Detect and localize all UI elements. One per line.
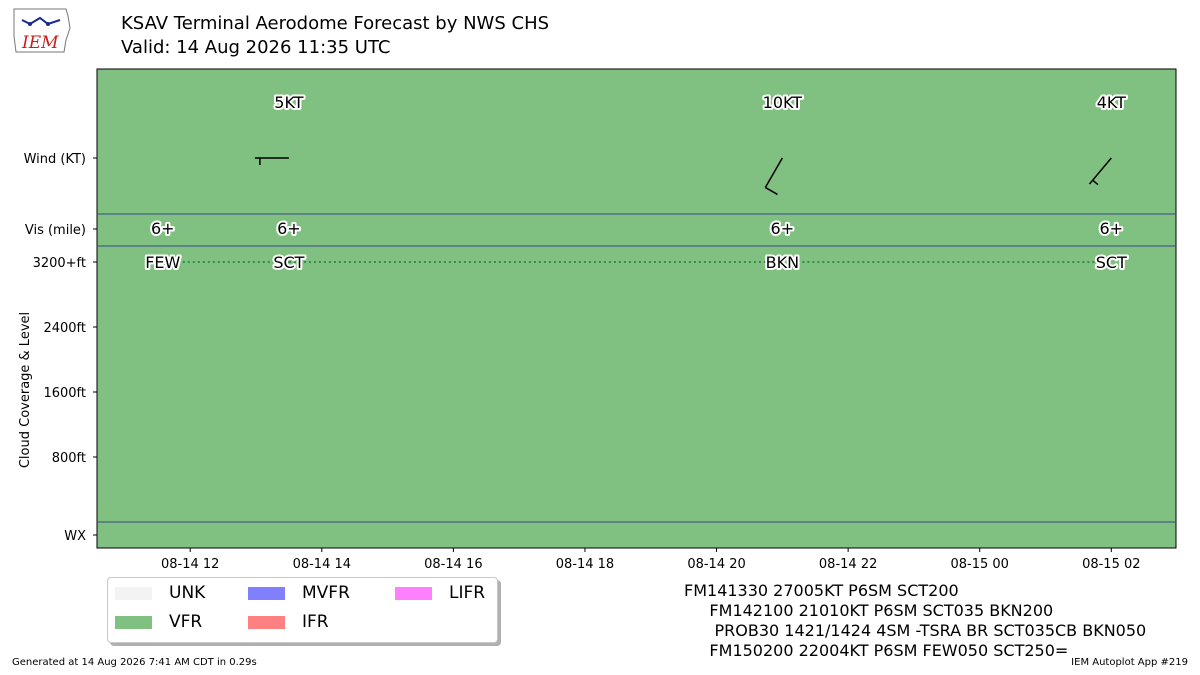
y-tick-label: 800ft	[52, 451, 86, 466]
legend: UNK MVFR LIFR VFR IFR	[107, 577, 498, 643]
wind-barb-flag	[1092, 179, 1099, 186]
wind-speed-label-halo: 4KT	[1097, 93, 1126, 112]
visibility-label-halo: 6+	[1100, 219, 1124, 238]
legend-swatch-vfr	[115, 615, 152, 629]
taf-chart: Wind (KT) Vis (mile) WX Cloud Coverage &…	[18, 68, 1177, 572]
taf-line: FM142100 21010KT P6SM SCT035 BKN200	[684, 601, 1054, 620]
legend-swatch-ifr	[248, 615, 285, 629]
wind-speed-label-halo: 10KT	[763, 93, 803, 112]
x-tick-label: 08-14 18	[556, 557, 614, 572]
y-tick-label: 2400ft	[43, 321, 86, 336]
legend-label-vfr: VFR	[169, 612, 203, 632]
cloud-coverage-label: BKN	[766, 253, 799, 272]
legend-swatch-lifr	[395, 586, 432, 600]
chart-subtitle: Valid: 14 Aug 2026 11:35 UTC	[121, 37, 391, 58]
visibility-label-halo: 6+	[771, 219, 795, 238]
cloud-coverage-label-halo: FEW	[145, 253, 180, 272]
legend-swatch-unk	[115, 586, 152, 600]
wind-barb-shaft	[764, 157, 783, 188]
footer-generated: Generated at 14 Aug 2026 7:41 AM CDT in …	[12, 657, 257, 668]
legend-label-lifr: LIFR	[449, 583, 486, 603]
y-tick-label: 3200+ft	[33, 256, 86, 271]
wind-speed-label: 4KT	[1097, 93, 1126, 112]
x-ticks: 08-14 12 08-14 14 08-14 16 08-14 18 08-14 20…	[161, 548, 1141, 572]
legend-label-mvfr: MVFR	[302, 583, 350, 603]
legend-item-ifr: IFR	[248, 612, 329, 632]
visibility-label-halo: 6+	[277, 219, 301, 238]
legend-item-lifr: LIFR	[395, 583, 485, 603]
x-tick-label: 08-15 02	[1082, 557, 1140, 572]
wind-speed-label: 10KT	[763, 93, 803, 112]
taf-line: FM150200 22004KT P6SM FEW050 SCT250=	[684, 641, 1069, 660]
footer-app: IEM Autoplot App #219	[1071, 657, 1188, 668]
taf-line: PROB30 1421/1424 4SM -TSRA BR SCT035CB B…	[684, 621, 1147, 640]
visibility-label-halo: 6+	[151, 219, 175, 238]
plot-background	[96, 68, 1177, 549]
x-tick-label: 08-14 22	[819, 557, 877, 572]
visibility-label: 6+	[771, 219, 795, 238]
y-tick-label: 1600ft	[43, 386, 86, 401]
legend-label-unk: UNK	[169, 583, 206, 603]
x-tick-label: 08-15 00	[950, 557, 1008, 572]
wind-speed-label-halo: 5KT	[274, 93, 303, 112]
y-ticks: 3200+ft 2400ft 1600ft 800ft	[33, 157, 97, 536]
legend-label-ifr: IFR	[302, 612, 329, 632]
taf-line: FM141330 27005KT P6SM SCT200	[684, 581, 959, 600]
cloud-coverage-label: SCT	[273, 253, 304, 272]
row-label-vis: Vis (mile)	[25, 223, 86, 238]
x-tick-label: 08-14 20	[687, 557, 745, 572]
wind-speed-label: 5KT	[274, 93, 303, 112]
iem-logo: IEM	[8, 6, 74, 62]
cloud-coverage-label: SCT	[1096, 253, 1127, 272]
legend-item-mvfr: MVFR	[248, 583, 350, 603]
row-label-wind: Wind (KT)	[24, 152, 86, 167]
x-tick-label: 08-14 14	[293, 557, 351, 572]
svg-text:IEM: IEM	[21, 33, 59, 53]
cloud-coverage-label-halo: SCT	[273, 253, 304, 272]
x-tick-label: 08-14 16	[424, 557, 482, 572]
visibility-label: 6+	[277, 219, 301, 238]
cloud-coverage-label-halo: BKN	[766, 253, 799, 272]
chart-title: KSAV Terminal Aerodome Forecast by NWS C…	[121, 13, 550, 34]
taf-text: FM141330 27005KT P6SM SCT200 FM142100 21…	[684, 581, 1146, 661]
visibility-label: 6+	[151, 219, 175, 238]
cloud-coverage-label: FEW	[145, 253, 180, 272]
x-tick-label: 08-14 12	[161, 557, 219, 572]
forecast-marks: 6+6+FEWFEW5KT5KT6+6+SCTSCT10KT10KT6+6+BK…	[143, 91, 1129, 274]
legend-item-unk: UNK	[115, 583, 205, 603]
legend-swatch-mvfr	[248, 586, 285, 600]
legend-item-vfr: VFR	[115, 612, 202, 632]
y-axis-label: Cloud Coverage & Level	[18, 312, 33, 468]
visibility-label: 6+	[1100, 219, 1124, 238]
cloud-coverage-label-halo: SCT	[1096, 253, 1127, 272]
row-label-wx: WX	[64, 529, 86, 544]
wind-barb-flag	[764, 186, 778, 196]
